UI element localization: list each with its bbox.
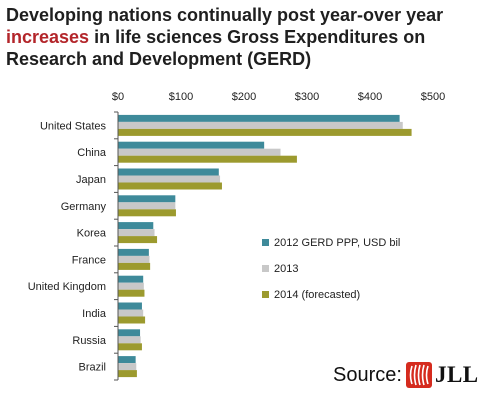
- bar: [118, 289, 145, 297]
- category-label: United States: [40, 120, 107, 132]
- bar: [118, 248, 149, 256]
- category-label: Germany: [61, 201, 107, 213]
- bar: [118, 121, 403, 129]
- category-label: Japan: [76, 174, 106, 186]
- y-axis: [114, 111, 119, 381]
- bar: [118, 363, 137, 371]
- legend-label: 2012 GERD PPP, USD bil: [274, 237, 400, 249]
- bar: [118, 141, 265, 149]
- category-label: China: [77, 147, 107, 159]
- bar: [118, 336, 141, 344]
- source-attribution: Source: JLL: [333, 362, 479, 388]
- jll-logo: JLL: [405, 362, 479, 388]
- bar: [118, 302, 142, 310]
- x-axis-ticks: $0 $100 $200 $300 $400 $500: [112, 91, 445, 103]
- bar: [118, 343, 142, 351]
- bar: [118, 309, 144, 317]
- legend-label: 2014 (forecasted): [274, 289, 360, 301]
- x-tick-label: $100: [169, 91, 193, 103]
- x-tick-label: $300: [295, 91, 319, 103]
- title-text: Developing nations continually post year…: [6, 5, 444, 25]
- bar: [118, 370, 137, 378]
- title-text-2: in life sciences: [89, 27, 228, 47]
- category-label: United Kingdom: [28, 281, 106, 293]
- legend-swatch: [262, 239, 269, 246]
- x-tick-label: $0: [112, 91, 124, 103]
- title-highlight: increases: [6, 27, 90, 47]
- jll-wordmark: JLL: [434, 362, 479, 387]
- category-label: Brazil: [78, 362, 106, 374]
- bar: [118, 202, 176, 210]
- category-label: Korea: [77, 228, 107, 240]
- bar: [118, 275, 144, 283]
- bars: [118, 114, 412, 378]
- bar: [118, 356, 136, 364]
- source-label: Source:: [333, 363, 402, 386]
- category-label: Russia: [72, 335, 107, 347]
- x-tick-label: $400: [358, 91, 382, 103]
- bar: [118, 282, 144, 290]
- bar: [118, 114, 400, 122]
- chart-title: Developing nations continually post year…: [6, 4, 496, 70]
- bar: [118, 148, 281, 156]
- bar: [118, 329, 141, 337]
- jll-logo-icon: [405, 362, 432, 388]
- bar: [118, 182, 222, 190]
- bar: [118, 262, 151, 270]
- legend-swatch: [262, 291, 269, 298]
- category-label: India: [82, 308, 107, 320]
- x-tick-label: $200: [232, 91, 256, 103]
- bar: [118, 195, 176, 203]
- legend: 2012 GERD PPP, USD bil 2013 2014 (forecast…: [262, 237, 400, 301]
- bar: [118, 155, 297, 163]
- bar: [118, 316, 146, 324]
- bar: [118, 128, 412, 136]
- bar: [118, 236, 158, 244]
- category-labels: United States China Japan Germany Korea Franc…: [28, 120, 107, 373]
- legend-swatch: [262, 265, 269, 272]
- category-label: France: [72, 254, 106, 266]
- title-bold: Gross Expenditures on Research and Devel…: [6, 27, 426, 69]
- bar: [118, 209, 176, 217]
- bar: [118, 222, 154, 230]
- bar: [118, 229, 155, 237]
- bar: [118, 255, 150, 263]
- x-tick-label: $500: [421, 91, 445, 103]
- legend-label: 2013: [274, 263, 298, 275]
- bar: [118, 175, 221, 183]
- bar: [118, 168, 219, 176]
